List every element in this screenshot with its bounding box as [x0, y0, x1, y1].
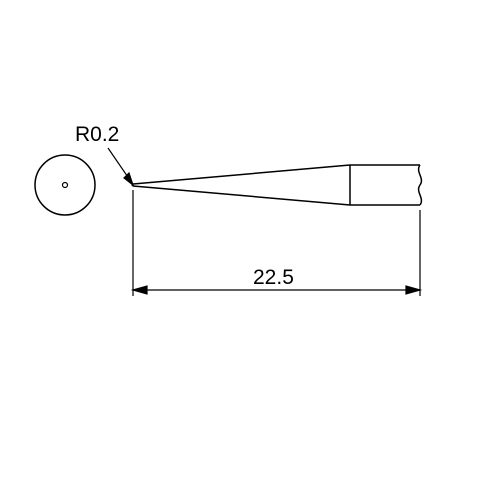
radius-leader	[108, 148, 133, 185]
length-label: 22.5	[253, 266, 294, 290]
cross-section-outer-circle	[35, 155, 95, 215]
radius-label: R0.2	[75, 123, 119, 147]
technical-diagram: R0.2 22.5	[0, 0, 500, 500]
diagram-svg	[0, 0, 500, 500]
tip-body	[132, 165, 421, 205]
cross-section-inner-dot	[63, 183, 68, 188]
